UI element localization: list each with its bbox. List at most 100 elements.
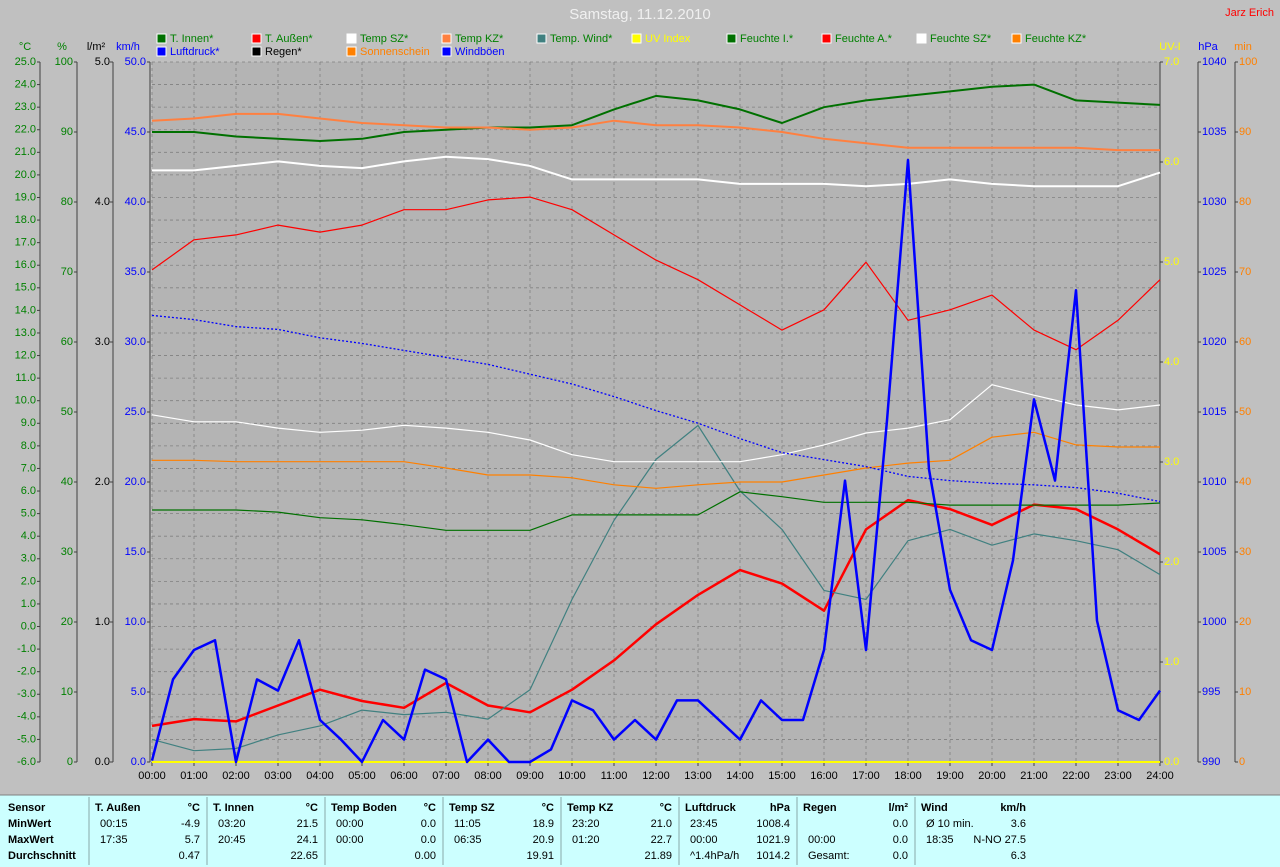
y-tick-label: 1.0 bbox=[21, 598, 36, 610]
legend-swatch bbox=[156, 33, 167, 44]
column-header: Wind bbox=[921, 802, 948, 814]
legend-label: UV Index bbox=[645, 33, 691, 45]
cell-time: 18:35 bbox=[926, 834, 954, 846]
y-axis-title: UV-I bbox=[1159, 41, 1180, 53]
x-tick-label: 11:00 bbox=[601, 770, 628, 782]
y-tick-label: 2.0 bbox=[95, 476, 110, 488]
y-tick-label: 5.0 bbox=[1164, 256, 1179, 268]
x-tick-label: 13:00 bbox=[684, 770, 712, 782]
legend-swatch bbox=[726, 33, 737, 44]
cell-value: 21.5 bbox=[297, 818, 318, 830]
x-tick-label: 22:00 bbox=[1062, 770, 1090, 782]
y-tick-label: 80 bbox=[1239, 196, 1251, 208]
cell-time: 00:00 bbox=[336, 818, 364, 830]
x-tick-label: 23:00 bbox=[1104, 770, 1132, 782]
y-tick-label: 17.0 bbox=[15, 237, 36, 249]
series-line bbox=[151, 498, 1161, 728]
column-header: T. Innen bbox=[213, 802, 254, 814]
y-tick-label: 35.0 bbox=[125, 266, 146, 278]
y-tick-label: 24.0 bbox=[15, 78, 36, 90]
x-tick-label: 09:00 bbox=[516, 770, 544, 782]
y-tick-label: 1035 bbox=[1202, 126, 1226, 138]
column-header: T. Außen bbox=[95, 802, 141, 814]
y-tick-label: 90 bbox=[61, 126, 73, 138]
y-tick-label: 1025 bbox=[1202, 266, 1226, 278]
y-tick-label: 9.0 bbox=[21, 417, 36, 429]
y-tick-label: 100 bbox=[1239, 56, 1257, 68]
y-tick-label: 1015 bbox=[1202, 406, 1226, 418]
y-tick-label: 60 bbox=[1239, 336, 1251, 348]
x-tick-label: 18:00 bbox=[894, 770, 922, 782]
cell-value: 22.65 bbox=[290, 850, 318, 862]
y-tick-label: 25.0 bbox=[125, 406, 146, 418]
series-line bbox=[151, 384, 1161, 463]
legend-label: Windböen bbox=[455, 46, 505, 58]
legend-swatch bbox=[1011, 33, 1022, 44]
cell-time: 20:45 bbox=[218, 834, 246, 846]
y-tick-label: 18.0 bbox=[15, 214, 36, 226]
series-line bbox=[151, 112, 1160, 152]
y-tick-label: 1005 bbox=[1202, 546, 1226, 558]
y-tick-label: 6.0 bbox=[21, 485, 36, 497]
y-tick-label: 10 bbox=[61, 686, 73, 698]
cell-value: 3.6 bbox=[1011, 818, 1026, 830]
legend-label: T. Innen* bbox=[170, 33, 214, 45]
y-tick-label: 90 bbox=[1239, 126, 1251, 138]
column-unit: km/h bbox=[1000, 802, 1026, 814]
y-tick-label: 10 bbox=[1239, 686, 1251, 698]
y-tick-label: 6.0 bbox=[1164, 156, 1179, 168]
x-tick-label: 14:00 bbox=[726, 770, 754, 782]
column-header: Temp SZ bbox=[449, 802, 495, 814]
cell-time: 00:00 bbox=[336, 834, 364, 846]
y-tick-label: 1040 bbox=[1202, 56, 1226, 68]
cell-time: 03:20 bbox=[218, 818, 246, 830]
cell-value: 0.0 bbox=[893, 850, 908, 862]
y-tick-label: 30.0 bbox=[125, 336, 146, 348]
legend-label: Sonnenschein bbox=[360, 46, 430, 58]
y-tick-label: 1.0 bbox=[95, 616, 110, 628]
cell-time: 17:35 bbox=[100, 834, 128, 846]
y-axis-title: % bbox=[57, 41, 67, 53]
series-line bbox=[152, 155, 1161, 188]
legend-swatch bbox=[536, 33, 547, 44]
column-unit: °C bbox=[188, 802, 200, 814]
cell-value: 22.7 bbox=[651, 834, 672, 846]
y-tick-label: -5.0 bbox=[17, 733, 36, 745]
legend-label: Feuchte SZ* bbox=[930, 33, 992, 45]
chart-title: Samstag, 11.12.2010 bbox=[569, 6, 711, 23]
y-tick-label: 13.0 bbox=[15, 327, 36, 339]
x-tick-label: 01:00 bbox=[180, 770, 208, 782]
y-tick-label: 30 bbox=[1239, 546, 1251, 558]
y-tick-label: 45.0 bbox=[125, 126, 146, 138]
y-tick-label: 12.0 bbox=[15, 349, 36, 361]
y-tick-label: -2.0 bbox=[17, 666, 36, 678]
y-tick-label: 20.0 bbox=[125, 476, 146, 488]
cell-time: Gesamt: bbox=[808, 850, 850, 862]
y-tick-label: -1.0 bbox=[17, 643, 36, 655]
y-tick-label: 25.0 bbox=[15, 56, 36, 68]
legend-label: Temp SZ* bbox=[360, 33, 409, 45]
legend-label: Temp. Wind* bbox=[550, 33, 613, 45]
legend-swatch bbox=[821, 33, 832, 44]
column-unit: °C bbox=[542, 802, 554, 814]
x-tick-label: 03:00 bbox=[264, 770, 292, 782]
cell-value: 0.47 bbox=[179, 850, 200, 862]
y-tick-label: 8.0 bbox=[21, 440, 36, 452]
column-unit: °C bbox=[660, 802, 672, 814]
x-tick-label: 20:00 bbox=[978, 770, 1006, 782]
x-tick-label: 08:00 bbox=[474, 770, 502, 782]
column-unit: hPa bbox=[770, 802, 791, 814]
y-tick-label: 14.0 bbox=[15, 304, 36, 316]
y-tick-label: 20.0 bbox=[15, 169, 36, 181]
row-label: MaxWert bbox=[8, 834, 54, 846]
table-header: Sensor bbox=[8, 802, 46, 814]
row-label: MinWert bbox=[8, 818, 52, 830]
legend-swatch bbox=[346, 46, 357, 57]
y-tick-label: 70 bbox=[1239, 266, 1251, 278]
y-tick-label: 70 bbox=[61, 266, 73, 278]
y-tick-label: 3.0 bbox=[21, 553, 36, 565]
column-unit: l/m² bbox=[888, 802, 908, 814]
column-header: Temp KZ bbox=[567, 802, 614, 814]
y-tick-label: 1010 bbox=[1202, 476, 1226, 488]
y-tick-label: 7.0 bbox=[1164, 56, 1179, 68]
